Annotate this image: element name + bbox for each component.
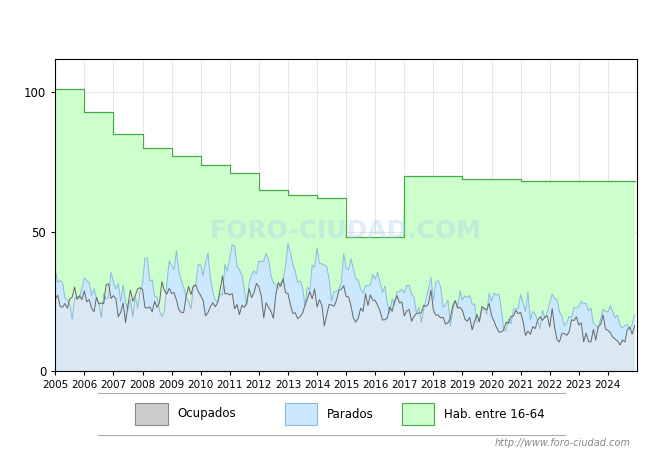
- FancyBboxPatch shape: [93, 393, 570, 435]
- Text: Hab. entre 16-64: Hab. entre 16-64: [444, 408, 545, 420]
- Text: http://www.foro-ciudad.com: http://www.foro-ciudad.com: [495, 438, 630, 448]
- Bar: [402, 403, 434, 425]
- Text: Boadilla del Camino - Evolucion de la poblacion en edad de Trabajar Noviembre de: Boadilla del Camino - Evolucion de la po…: [0, 18, 650, 31]
- Text: Ocupados: Ocupados: [177, 408, 236, 420]
- Text: FORO-CIUDAD.COM: FORO-CIUDAD.COM: [210, 219, 482, 243]
- Bar: [135, 403, 168, 425]
- Text: Parados: Parados: [327, 408, 374, 420]
- Bar: [285, 403, 317, 425]
